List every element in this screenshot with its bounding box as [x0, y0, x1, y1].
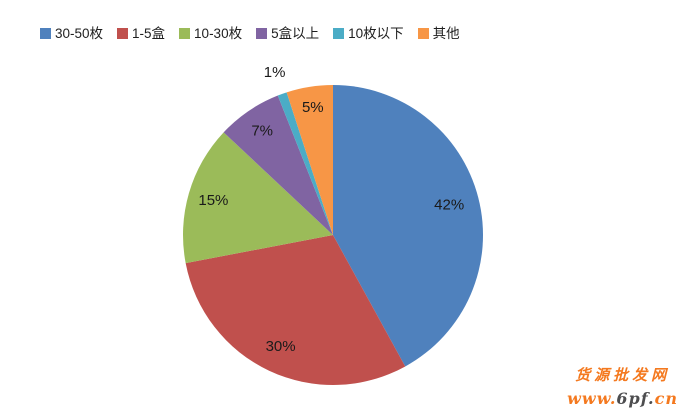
pie-slice-1 — [185, 235, 406, 386]
legend-item-4: 10枚以下 — [333, 27, 404, 41]
legend-label: 10枚以下 — [348, 26, 404, 41]
pie-slice-label-1: 30% — [266, 338, 296, 355]
chart-legend: 30-50枚 1-5盒 10-30枚 5盒以上 10枚以下 其他 — [40, 27, 460, 41]
watermark-url-part-1: 6pf. — [616, 389, 655, 409]
watermark: 货源批发网 www.6pf.cn — [567, 364, 678, 412]
legend-label: 5盒以上 — [271, 26, 320, 41]
pie-slice-label-0: 42% — [434, 197, 464, 214]
watermark-url: www.6pf.cn — [567, 387, 678, 412]
legend-label: 10-30枚 — [194, 26, 243, 41]
legend-swatch-icon — [417, 28, 429, 40]
pie-slice-label-2: 15% — [198, 192, 228, 209]
pie-slice-label-3: 7% — [251, 122, 273, 139]
pie-slice-label-4: 1% — [264, 64, 286, 81]
legend-item-3: 5盒以上 — [256, 27, 319, 41]
legend-swatch-icon — [40, 28, 51, 40]
watermark-url-part-2: cn — [654, 389, 678, 409]
legend-item-0: 30-50枚 — [40, 27, 103, 41]
pie-slice-4 — [277, 92, 333, 235]
legend-label: 30-50枚 — [55, 26, 104, 41]
watermark-url-part-0: www. — [567, 389, 617, 409]
legend-label: 1-5盒 — [132, 26, 166, 41]
pie-slice-3 — [223, 95, 333, 235]
pie-slice-2 — [183, 132, 333, 264]
legend-swatch-icon — [333, 28, 345, 40]
legend-swatch-icon — [117, 28, 129, 40]
legend-item-1: 1-5盒 — [117, 27, 165, 41]
watermark-site-name: 货源批发网 — [575, 365, 671, 384]
legend-label: 其他 — [432, 26, 460, 41]
pie-slice-0 — [333, 85, 484, 367]
pie-slice-5 — [286, 85, 333, 235]
legend-swatch-icon — [256, 28, 268, 40]
pie-slice-label-5: 5% — [302, 99, 324, 116]
legend-swatch-icon — [179, 28, 191, 40]
legend-item-2: 10-30枚 — [179, 27, 242, 41]
legend-item-5: 其他 — [417, 26, 460, 41]
